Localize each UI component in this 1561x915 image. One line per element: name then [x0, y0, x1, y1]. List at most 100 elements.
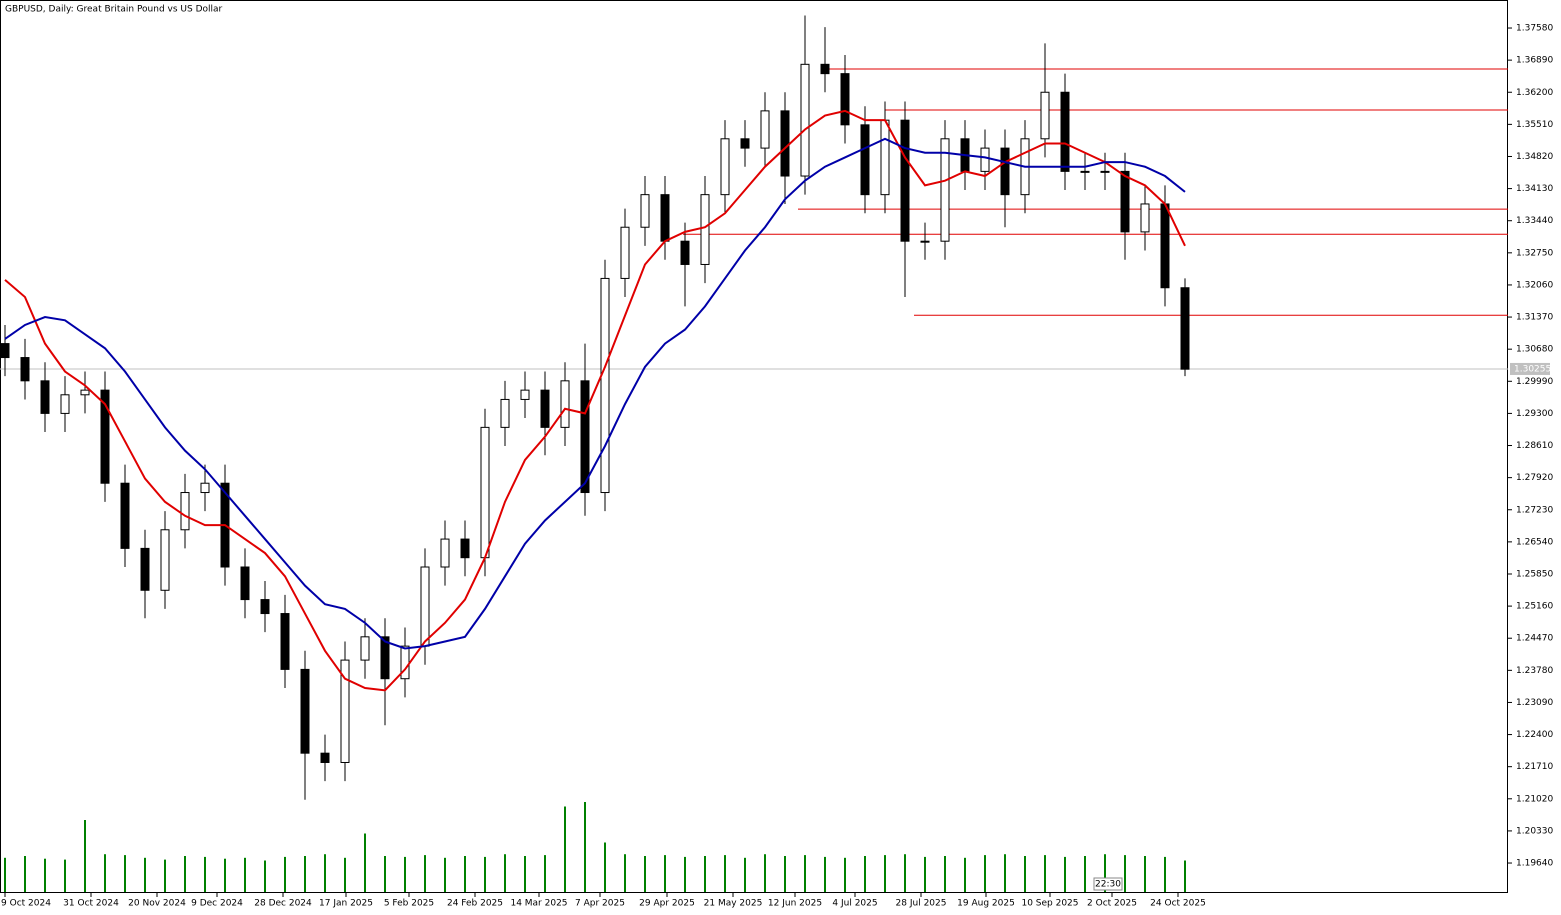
candle-body	[340, 659, 350, 763]
candle-body	[560, 380, 570, 428]
candle-body	[1160, 203, 1170, 289]
x-tick-label: 7 Apr 2025	[575, 899, 625, 909]
candle-body	[160, 529, 170, 591]
y-tick-label: 1.36200	[1516, 88, 1553, 98]
y-tick-label: 1.33440	[1516, 216, 1553, 226]
candle-body	[520, 389, 530, 400]
candle-body	[1180, 287, 1190, 370]
x-tick-label: 31 Oct 2024	[63, 899, 119, 909]
y-tick-label: 1.24470	[1516, 634, 1553, 644]
candle-body	[1000, 147, 1010, 196]
last-price-box	[1510, 362, 1550, 375]
x-tick-label: 20 Nov 2024	[128, 899, 186, 909]
candle-body	[20, 357, 30, 382]
candle-body	[420, 566, 430, 647]
x-tick-label: 14 Mar 2025	[510, 899, 567, 909]
y-tick-label: 1.37580	[1516, 24, 1553, 34]
moving-average	[4, 109, 1186, 692]
moving-average	[4, 137, 1186, 650]
x-tick-label: 4 Jul 2025	[832, 899, 877, 909]
candle-body	[700, 194, 710, 265]
y-tick-label: 1.30680	[1516, 345, 1553, 355]
y-tick-label: 1.29300	[1516, 409, 1553, 419]
y-tick-label: 1.28610	[1516, 441, 1553, 451]
candle-body	[920, 240, 930, 243]
candle-body	[820, 63, 830, 75]
candle-body	[480, 426, 490, 559]
candle-body	[760, 110, 770, 149]
candle-body	[320, 752, 330, 763]
candle-body	[60, 394, 70, 414]
candle-body	[380, 636, 390, 680]
candle-body	[300, 668, 310, 754]
x-tick-label: 5 Feb 2025	[384, 899, 434, 909]
candle-body	[640, 194, 650, 228]
candle-body	[1120, 170, 1130, 233]
candle-body	[1100, 170, 1110, 173]
candle-body	[840, 73, 850, 126]
candle-body	[400, 645, 410, 680]
y-tick-label: 1.36890	[1516, 56, 1553, 66]
candle-body	[660, 194, 670, 242]
candle-body	[140, 547, 150, 591]
candle-body	[440, 538, 450, 568]
y-tick-label: 1.27920	[1516, 473, 1553, 483]
candle-body	[720, 138, 730, 196]
candle-body	[1040, 91, 1050, 140]
candle-body	[880, 119, 890, 196]
x-tick-label: 17 Jan 2025	[319, 899, 373, 909]
last-price-label: 1.30255	[1514, 364, 1551, 374]
candle-body	[680, 240, 690, 265]
candle-body	[940, 138, 950, 242]
x-tick-label: 29 Apr 2025	[639, 899, 695, 909]
candle-body	[120, 482, 130, 549]
timer-box	[1093, 877, 1123, 891]
y-tick-label: 1.20330	[1516, 826, 1553, 836]
candle-body	[260, 599, 270, 615]
candle-body	[100, 389, 110, 484]
candle-body	[1080, 170, 1090, 173]
y-tick-label: 1.21020	[1516, 794, 1553, 804]
x-tick-label: 10 Sep 2025	[1021, 899, 1078, 909]
y-tick-label: 1.25160	[1516, 602, 1553, 612]
candle-body	[0, 343, 10, 359]
candle-body	[740, 138, 750, 149]
x-tick-label: 28 Jul 2025	[896, 899, 947, 909]
candle-body	[800, 63, 810, 177]
y-tick-label: 1.19640	[1516, 859, 1553, 869]
candle-body	[280, 613, 290, 670]
candle-body	[600, 277, 610, 494]
x-tick-label: 24 Feb 2025	[447, 899, 503, 909]
y-tick-label: 1.23780	[1516, 666, 1553, 676]
plot-frame	[0, 0, 1508, 893]
y-tick-label: 1.34820	[1516, 152, 1553, 162]
y-tick-label: 1.27230	[1516, 505, 1553, 515]
x-tick-label: 21 May 2025	[704, 899, 763, 909]
y-tick-label: 1.23090	[1516, 698, 1553, 708]
y-tick-label: 1.34130	[1516, 184, 1553, 194]
candle-body	[980, 147, 990, 172]
x-tick-label: 9 Oct 2024	[1, 899, 51, 909]
chart-title: GBPUSD, Daily: Great Britain Pound vs US…	[5, 5, 223, 15]
y-tick-label: 1.25850	[1516, 569, 1553, 579]
y-tick-label: 1.32750	[1516, 248, 1553, 258]
candle-body	[240, 566, 250, 601]
x-tick-label: 28 Dec 2024	[254, 899, 312, 909]
y-tick-label: 1.22400	[1516, 730, 1553, 740]
candle-body	[900, 119, 910, 242]
candle-body	[360, 636, 370, 661]
candle-body	[80, 389, 90, 396]
candle-body	[1140, 203, 1150, 233]
candle-body	[460, 538, 470, 559]
candle-body	[1060, 91, 1070, 172]
x-tick-label: 2 Oct 2025	[1087, 899, 1137, 909]
y-tick-label: 1.31370	[1516, 313, 1553, 323]
candle-body	[580, 380, 590, 494]
candle-body	[620, 226, 630, 279]
candle-body	[540, 389, 550, 428]
x-tick-label: 9 Dec 2024	[191, 899, 243, 909]
y-tick-label: 1.35510	[1516, 120, 1553, 130]
timer: 22:30	[1095, 880, 1121, 890]
candle-body	[40, 380, 50, 414]
